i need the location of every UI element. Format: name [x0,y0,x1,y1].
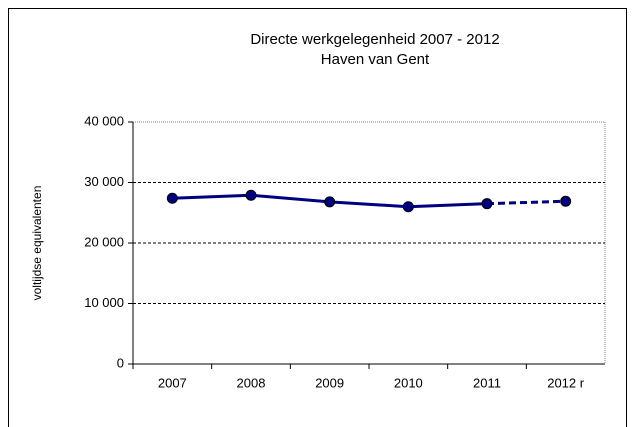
y-tick-label: 20 000 [84,234,124,249]
y-tick-label: 40 000 [84,113,124,128]
x-tick-label: 2011 [473,375,501,390]
chart-title: Directe werkgelegenheid 2007 - 2012 [250,31,499,48]
marker [245,189,257,201]
x-tick-label: 2009 [315,375,344,390]
x-tick-label: 2008 [237,375,266,390]
y-axis-label: voltijdse equivalenten [30,186,44,301]
y-tick-label: 0 [117,355,124,370]
x-tick-label: 2010 [394,375,423,390]
marker [402,201,414,213]
marker [166,192,178,204]
marker [324,196,336,208]
y-tick-label: 30 000 [84,174,124,189]
y-tick-label: 10 000 [84,295,124,310]
x-tick-label: 2007 [158,375,187,390]
marker [481,198,493,210]
line-dashed [486,199,566,206]
x-tick-label: 2012 r [547,375,585,390]
chart-border [8,8,627,427]
chart-subtitle: Haven van Gent [321,51,430,68]
marker [560,195,572,207]
